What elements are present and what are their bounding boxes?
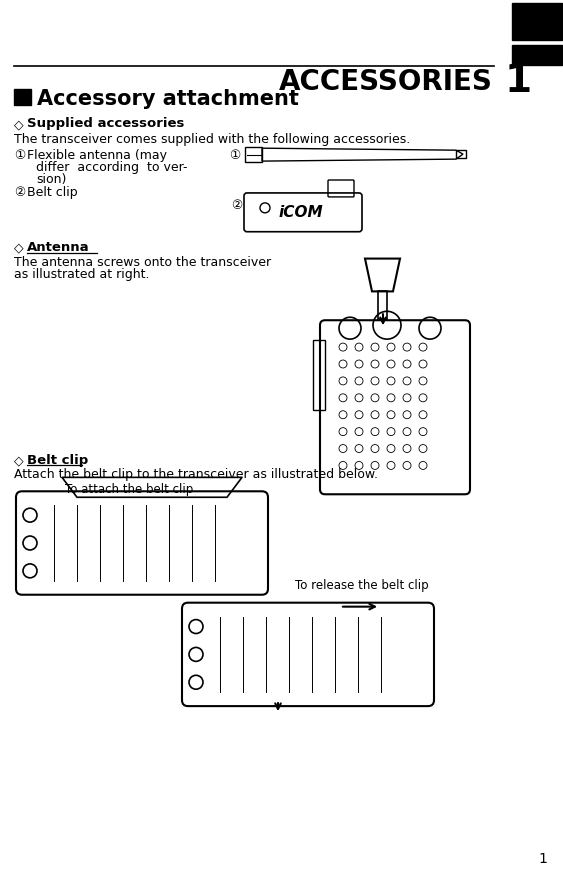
Text: Accessory attachment: Accessory attachment xyxy=(37,89,299,109)
Text: ◇: ◇ xyxy=(14,454,24,468)
Text: The transceiver comes supplied with the following accessories.: The transceiver comes supplied with the … xyxy=(14,133,410,146)
Text: differ  according  to ver-: differ according to ver- xyxy=(36,161,187,174)
Text: ◇: ◇ xyxy=(14,118,24,131)
Text: To release the belt clip: To release the belt clip xyxy=(295,579,428,592)
Text: Supplied accessories: Supplied accessories xyxy=(27,117,184,130)
Bar xyxy=(313,340,325,410)
Text: Belt clip: Belt clip xyxy=(27,186,78,199)
Bar xyxy=(245,147,262,163)
Text: ①: ① xyxy=(229,149,240,163)
Text: 1: 1 xyxy=(505,62,532,100)
Text: To attach the belt clip: To attach the belt clip xyxy=(65,483,193,496)
Bar xyxy=(378,291,387,319)
Text: 1: 1 xyxy=(538,852,547,866)
Bar xyxy=(512,3,562,40)
Text: ACCESSORIES: ACCESSORIES xyxy=(279,68,493,96)
Text: Antenna: Antenna xyxy=(27,241,90,254)
Text: iCOM: iCOM xyxy=(279,205,324,221)
Bar xyxy=(14,89,31,105)
Text: ②: ② xyxy=(14,186,25,199)
Bar xyxy=(456,150,466,158)
Text: Flexible antenna (may: Flexible antenna (may xyxy=(27,149,167,163)
Text: ②: ② xyxy=(231,199,242,212)
Text: sion): sion) xyxy=(36,173,66,186)
Text: as illustrated at right.: as illustrated at right. xyxy=(14,268,150,281)
Text: ◇: ◇ xyxy=(14,242,24,255)
Text: ①: ① xyxy=(14,149,25,163)
Text: Attach the belt clip to the transceiver as illustrated below.: Attach the belt clip to the transceiver … xyxy=(14,468,378,481)
Text: The antenna screws onto the transceiver: The antenna screws onto the transceiver xyxy=(14,255,271,269)
Text: Belt clip: Belt clip xyxy=(27,454,88,467)
Bar xyxy=(512,45,562,64)
